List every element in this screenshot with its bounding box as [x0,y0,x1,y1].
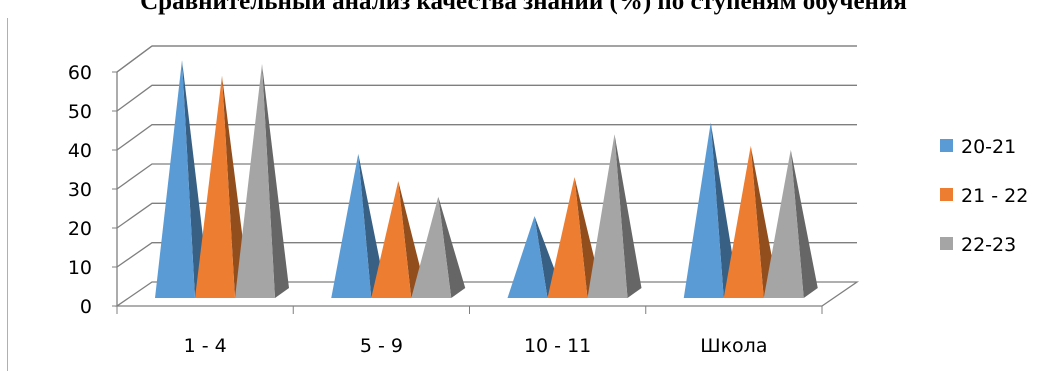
pyramid-mark [235,64,289,298]
pyramid-mark [371,181,426,298]
gridline [116,163,857,190]
legend-swatch [940,139,953,152]
legend-label: 22-23 [961,234,1016,256]
x-category-label: 1 - 4 [184,335,227,357]
chart-border [7,18,8,371]
chart-marks [155,60,818,298]
x-category-label: 5 - 9 [360,335,403,357]
gridline [116,124,857,151]
pyramid-mark [763,149,818,298]
x-category-label: 10 - 11 [524,335,591,357]
legend-swatch [940,188,953,201]
gridline [116,84,857,112]
legend-label: 21 - 22 [961,185,1028,207]
y-tick-label: 30 [68,179,92,201]
y-tick-label: 60 [68,62,92,84]
y-tick-label: 20 [68,218,92,240]
y-axis: 0 10 20 30 40 50 60 [68,62,117,318]
legend-label: 20-21 [961,136,1016,158]
y-tick-label: 40 [68,140,92,162]
y-tick-label: 10 [68,257,92,279]
pyramid-mark [331,153,386,298]
pyramid-mark [587,134,642,298]
y-tick-label: 0 [80,296,92,318]
x-axis: 1 - 4 5 - 9 10 - 11 Школа [116,306,823,357]
x-category-label: Школа [700,335,767,357]
pyramid-mark [411,196,466,298]
chart-title: Сравнительный анализ качества знаний (%)… [140,0,907,15]
legend: 20-21 21 - 22 22-23 [940,136,1028,256]
gridline [116,45,857,73]
pyramid-mark [683,122,738,298]
legend-swatch [940,237,953,250]
y-tick-label: 50 [68,101,92,123]
gridlines [116,45,857,268]
